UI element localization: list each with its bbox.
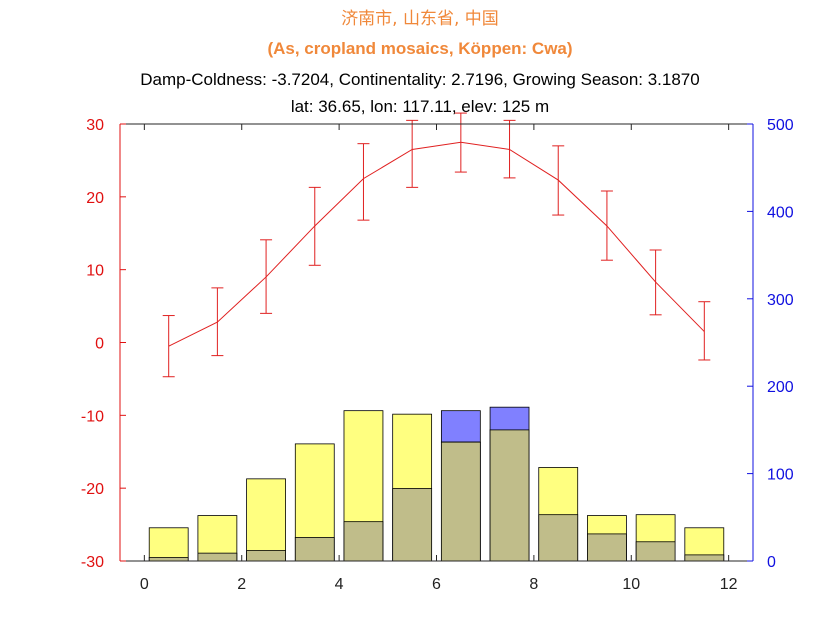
chart-title-location: 济南市, 山东省, 中国 (341, 9, 499, 29)
x-tick-label: 4 (335, 576, 344, 593)
left-tick-label: 30 (86, 117, 104, 134)
chart-title-classification: (As, cropland mosaics, Köppen: Cwa) (267, 39, 573, 58)
x-tick-label: 8 (529, 576, 538, 593)
left-tick-label: 10 (86, 263, 104, 280)
temperature-error-bar (454, 112, 467, 173)
right-tick-label: 300 (767, 292, 794, 309)
x-tick-label: 6 (432, 576, 441, 593)
left-tick-label: 20 (86, 190, 104, 207)
evapotranspiration-bar (635, 541, 676, 562)
chart-subtitle-coordinates: lat: 36.65, lon: 117.11, elev: 125 m (290, 97, 550, 116)
left-tick-label: -30 (81, 554, 104, 571)
temperature-error-bar (211, 287, 224, 357)
evapotranspiration-bar (392, 488, 433, 562)
temperature-error-bar (308, 186, 321, 266)
evapotranspiration-bar (440, 441, 481, 562)
temperature-error-bar (260, 239, 273, 314)
temperature-error-bar (600, 190, 613, 261)
x-tick-label: 10 (622, 576, 640, 593)
x-tick-label: 2 (237, 576, 246, 593)
right-tick-label: 100 (767, 467, 794, 484)
precipitation-bar (148, 527, 189, 562)
evapotranspiration-bar (538, 514, 579, 562)
x-tick-label: 0 (140, 576, 149, 593)
evapotranspiration-bar (343, 521, 384, 562)
evapotranspiration-bar (489, 429, 530, 562)
right-tick-label: 200 (767, 379, 794, 396)
right-tick-label: 500 (767, 117, 794, 134)
temperature-error-bar (357, 143, 370, 221)
left-tick-label: 0 (95, 336, 104, 353)
temperature-error-bar (698, 301, 711, 361)
evapotranspiration-bar (197, 552, 238, 562)
evapotranspiration-bar (294, 537, 335, 562)
temperature-error-bar (406, 119, 419, 188)
right-tick-label: 400 (767, 204, 794, 221)
surplus-bar (489, 406, 530, 431)
bars-layer (148, 406, 725, 562)
temperature-error-bar (503, 119, 516, 179)
temperature-layer (162, 112, 711, 378)
surplus-bar (440, 410, 481, 443)
evapotranspiration-bar (246, 550, 286, 562)
temperature-error-bar (649, 249, 662, 316)
left-tick-label: -10 (81, 408, 104, 425)
evapotranspiration-bar (587, 533, 627, 562)
evapotranspiration-bar (148, 557, 189, 562)
temperature-error-bar (162, 315, 175, 378)
left-tick-label: -20 (81, 481, 104, 498)
precipitation-bar (246, 478, 286, 562)
evapotranspiration-bar (684, 554, 725, 562)
temperature-error-bar (552, 145, 565, 216)
chart-subtitle-indices: Damp-Coldness: -3.7204, Continentality: … (140, 70, 700, 89)
temperature-line (168, 141, 705, 347)
right-tick-label: 0 (767, 554, 776, 571)
x-tick-label: 12 (720, 576, 738, 593)
